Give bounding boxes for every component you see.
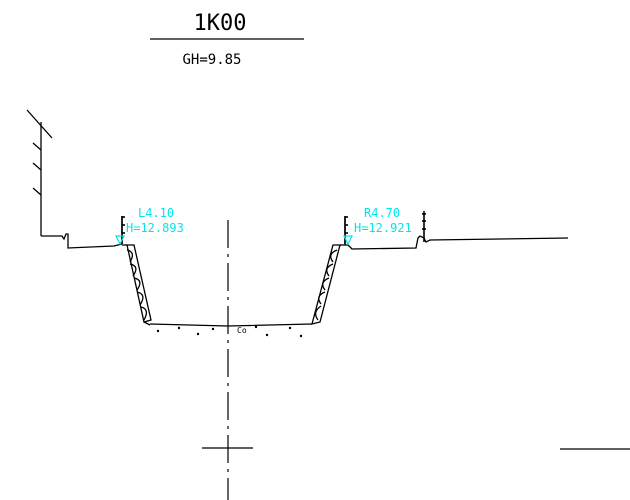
ground-height-label: GH=9.85	[182, 52, 241, 68]
right-water-level-marker	[343, 235, 353, 246]
right-fence	[422, 211, 426, 242]
bed-gravel-dots	[156, 325, 303, 338]
right-height-label: H=12.921	[354, 221, 412, 235]
right-bank-ground	[347, 235, 569, 250]
left-offset-label: L4.10	[138, 206, 174, 220]
left-height-label: H=12.893	[126, 221, 184, 235]
station-title: 1K00	[194, 11, 247, 36]
channel-bed	[149, 323, 313, 327]
right-offset-label: R4.70	[364, 206, 400, 220]
bed-material-label: Co	[237, 326, 247, 335]
right-revetment	[311, 216, 348, 325]
left-water-level-marker	[115, 235, 125, 246]
left-bank-slope	[26, 109, 123, 249]
